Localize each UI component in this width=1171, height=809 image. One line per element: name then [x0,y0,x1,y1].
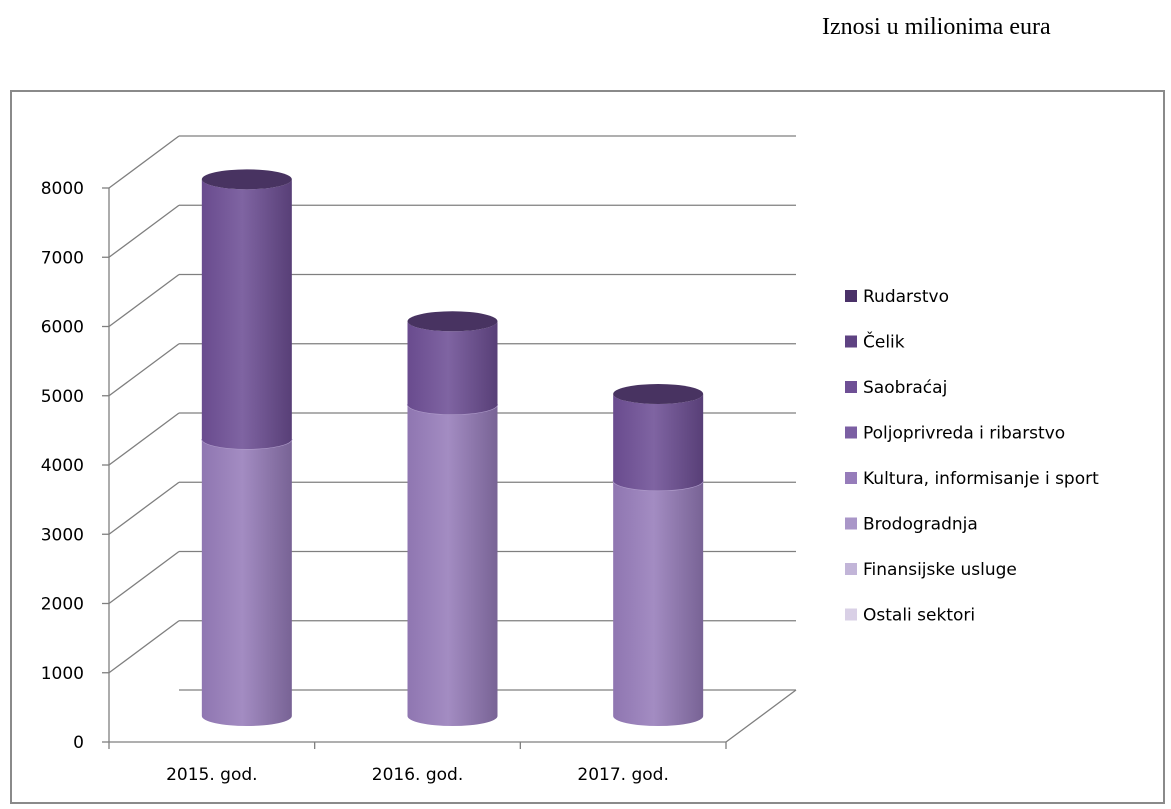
legend-swatch [845,426,857,439]
y-tick-label: 0 [73,733,84,753]
bar-segment [407,404,498,726]
legend-label: Ostali sektori [863,606,975,626]
legend: Rudarstvo Čelik Saobraćaj Poljoprivreda i r… [845,287,1099,626]
legend-label: Saobraćaj [863,378,947,398]
gridline-diagonal [108,273,180,328]
bar-top-cap [407,311,498,332]
legend-swatch [845,335,857,348]
bar-segment [613,393,704,491]
legend-label: Finansijske usluge [863,560,1017,580]
y-tick-label: 3000 [41,525,84,545]
gridline-diagonal [108,620,180,674]
legend-label: Brodogradnja [863,515,978,535]
bar-top-cap [201,169,292,190]
legend-swatch [845,472,857,484]
bar-top-cap [613,383,704,404]
bars [201,169,704,727]
legend-label: Čelik [863,331,905,353]
floor-edge [725,689,797,743]
legend-label: Rudarstvo [863,287,949,307]
legend-swatch [845,290,857,302]
y-tick-label: 6000 [41,318,84,338]
page-title: Iznosi u milionima eura [822,14,1051,40]
legend-swatch [845,563,857,575]
gridline-diagonal [108,481,180,535]
y-tick-label: 1000 [41,664,84,684]
gridline-diagonal [108,412,180,466]
x-tick-label: 2015. god. [166,765,257,785]
bar-segment [201,179,292,449]
y-tick-label: 7000 [41,248,84,268]
gridline-diagonal [108,343,180,397]
axes: 0 1000 2000 3000 4000 5000 6000 7000 8000 2015. g… [41,179,797,785]
gridline-diagonal [108,204,180,258]
x-tick-label: 2016. god. [372,765,463,785]
bar-segment [613,480,704,726]
legend-swatch [845,608,857,621]
legend-swatch [845,381,857,393]
gridline-diagonal [108,135,180,189]
legend-label: Poljoprivreda i ribarstvo [863,424,1065,444]
legend-label: Kultura, informisanje i sport [863,469,1099,489]
cylinder-bar-chart: 0 1000 2000 3000 4000 5000 6000 7000 8000 2015. g… [41,135,1099,785]
x-tick-label: 2017. god. [577,765,668,785]
y-tick-label: 5000 [41,387,84,407]
y-tick-label: 4000 [41,456,84,476]
bar-segment [201,439,292,727]
y-tick-label: 2000 [41,595,84,615]
gridline-diagonal [108,550,180,605]
chart-frame: 0 1000 2000 3000 4000 5000 6000 7000 8000 2015. g… [10,90,1165,804]
y-tick-label: 8000 [41,179,84,199]
bar-segment [407,321,498,415]
legend-swatch [845,517,857,530]
